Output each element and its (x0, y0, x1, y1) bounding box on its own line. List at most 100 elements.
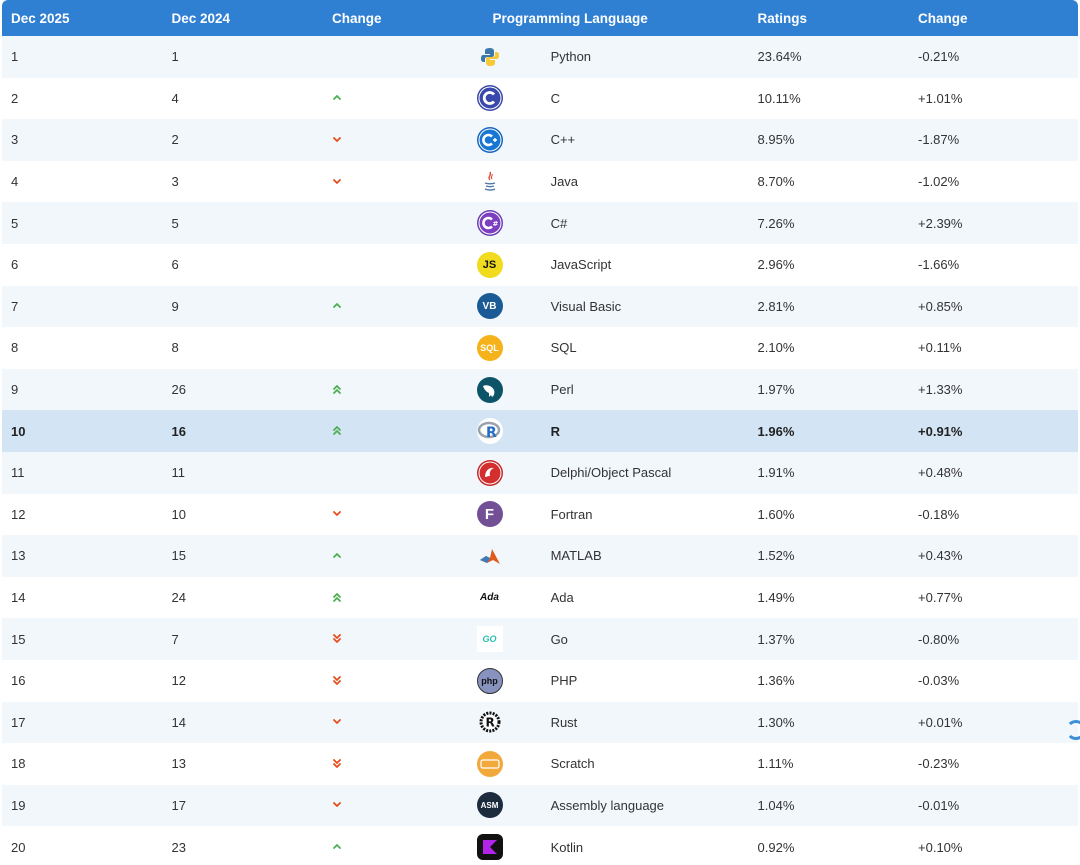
perl-logo-icon (476, 369, 542, 411)
scratch-logo-icon (476, 743, 542, 785)
javascript-logo-icon: JS (476, 244, 542, 286)
rank-previous: 15 (171, 548, 186, 564)
rating-value: 10.11% (757, 90, 801, 106)
table-body: 1 1 Python 23.64% -0.21% 2 4 C 10.11% +1.01% 3 2 C++… (2, 36, 1078, 865)
rank-current: 19 (11, 797, 26, 813)
table-row[interactable]: 13 15 MATLAB 1.52% +0.43% (2, 535, 1078, 577)
language-name[interactable]: Java (550, 174, 579, 190)
language-name[interactable]: Ada (550, 590, 574, 606)
table-row[interactable]: 4 3 Java 8.70% -1.02% (2, 160, 1078, 203)
table-row[interactable]: 20 23 Kotlin 0.92% +0.10% (2, 826, 1078, 865)
language-name[interactable]: MATLAB (550, 548, 602, 564)
language-name[interactable]: PHP (550, 673, 578, 689)
rating-value: 1.11% (757, 756, 794, 772)
table-row[interactable]: 12 10 F Fortran 1.60% -0.18% (2, 493, 1078, 536)
svg-text:R: R (486, 425, 497, 441)
table-row[interactable]: 5 5 # C# 7.26% +2.39% (2, 202, 1078, 244)
header-dec-2024[interactable]: Dec 2024 (171, 10, 231, 26)
header-ratings-change[interactable]: Change (918, 10, 968, 26)
language-name[interactable]: Delphi/Object Pascal (550, 465, 672, 481)
no-change (323, 244, 484, 286)
python-logo-icon (480, 36, 542, 78)
language-name[interactable]: C (550, 90, 560, 106)
table-row[interactable]: 9 26 Perl 1.97% +1.33% (2, 368, 1078, 411)
language-name[interactable]: Kotlin (550, 839, 584, 855)
down-arrow-icon (323, 785, 484, 827)
no-change (323, 327, 484, 369)
language-name[interactable]: C# (550, 215, 568, 231)
table-row[interactable]: 15 7 GO Go 1.37% -0.80% (2, 618, 1078, 660)
language-name[interactable]: Assembly language (550, 797, 665, 813)
language-name[interactable]: Scratch (550, 756, 595, 772)
language-name[interactable]: SQL (550, 340, 577, 356)
rank-current: 10 (11, 423, 26, 439)
language-name[interactable]: Perl (550, 382, 574, 398)
table-header-row: Dec 2025 Dec 2024 Change Programming Lan… (2, 0, 1078, 36)
header-change[interactable]: Change (332, 10, 382, 26)
language-name[interactable]: R (550, 423, 560, 439)
ada-logo-icon: Ada (476, 577, 542, 619)
double-down-arrow-icon (323, 660, 484, 702)
header-ratings[interactable]: Ratings (757, 10, 808, 26)
table-row[interactable]: 1 1 Python 23.64% -0.21% (2, 36, 1078, 78)
table-row[interactable]: 18 13 Scratch 1.11% -0.23% (2, 743, 1078, 785)
table-row[interactable]: 7 9 VB Visual Basic 2.81% +0.85% (2, 285, 1078, 328)
language-name[interactable]: Rust (550, 714, 578, 730)
language-name[interactable]: Visual Basic (550, 298, 622, 314)
scroll-to-top-icon[interactable] (1066, 720, 1080, 740)
language-name[interactable]: Python (550, 49, 592, 65)
language-name[interactable]: C++ (550, 132, 576, 148)
table-row[interactable]: 3 2 C++ 8.95% -1.87% (2, 119, 1078, 161)
rank-previous: 1 (171, 49, 179, 65)
language-name[interactable]: Fortran (550, 506, 593, 522)
go-logo-icon: GO (476, 618, 542, 660)
assembly-logo-icon: ASM (476, 785, 542, 827)
down-arrow-icon (323, 702, 484, 744)
rank-previous: 8 (171, 340, 179, 356)
rank-current: 4 (11, 174, 19, 190)
no-change (323, 202, 484, 244)
table-row[interactable]: 6 6 JS JavaScript 2.96% -1.66% (2, 243, 1078, 286)
table-row[interactable]: 10 16 R R 1.96% +0.91% (2, 410, 1078, 452)
rank-previous: 9 (171, 298, 179, 314)
rating-value: 2.96% (757, 257, 795, 273)
rating-change: +0.48% (918, 465, 963, 481)
rating-change: -0.80% (918, 631, 960, 647)
table-row[interactable]: 14 24 Ada Ada 1.49% +0.77% (2, 576, 1078, 619)
rating-change: +0.77% (918, 590, 963, 606)
rank-current: 15 (11, 631, 26, 647)
rank-current: 8 (11, 340, 19, 356)
rank-previous: 5 (171, 215, 179, 231)
down-arrow-icon (323, 494, 484, 536)
rank-previous: 4 (171, 90, 179, 106)
table-row[interactable]: 8 8 SQL SQL 2.10% +0.11% (2, 327, 1078, 369)
table-row[interactable]: 2 4 C 10.11% +1.01% (2, 77, 1078, 120)
rating-value: 1.52% (757, 548, 795, 564)
table-row[interactable]: 11 11 Delphi/Object Pascal 1.91% +0.48% (2, 451, 1078, 494)
rank-previous: 23 (171, 839, 186, 855)
up-arrow-icon (323, 286, 484, 328)
double-up-arrow-icon (323, 410, 484, 452)
table-row[interactable]: 16 12 php PHP 1.36% -0.03% (2, 659, 1078, 702)
rating-change: +0.01% (918, 714, 963, 730)
rating-value: 2.81% (757, 298, 795, 314)
header-dec-2025[interactable]: Dec 2025 (11, 10, 70, 26)
language-name[interactable]: Go (550, 631, 568, 647)
up-arrow-icon (323, 826, 484, 865)
double-down-arrow-icon (323, 743, 484, 785)
table-row[interactable]: 19 17 ASM Assembly language 1.04% -0.01% (2, 784, 1078, 827)
r-logo-icon: R (476, 410, 542, 452)
rating-change: -0.01% (918, 797, 960, 813)
rank-previous: 26 (171, 382, 186, 398)
rating-value: 1.30% (757, 714, 795, 730)
rank-previous: 16 (171, 423, 186, 439)
language-name[interactable]: JavaScript (550, 257, 612, 273)
rank-previous: 10 (171, 506, 186, 522)
rating-value: 1.04% (757, 797, 795, 813)
visual-basic-logo-icon: VB (476, 286, 542, 328)
rank-current: 18 (11, 756, 26, 772)
table-row[interactable]: 17 14 R Rust 1.30% +0.01% (2, 701, 1078, 744)
header-programming-language[interactable]: Programming Language (492, 10, 648, 26)
rank-current: 3 (11, 132, 19, 148)
